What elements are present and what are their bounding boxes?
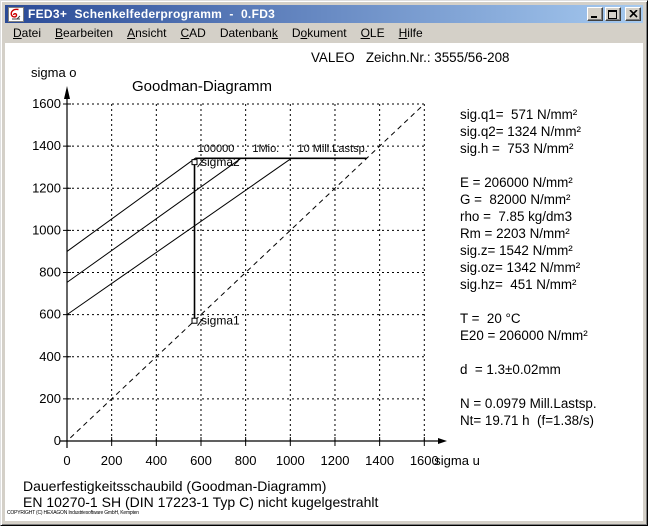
annotation-10 Mill.Lastsp.: 10 Mill.Lastsp. [297,143,367,155]
y-tick-label-800: 800 [39,265,61,280]
maximize-button[interactable] [605,7,621,21]
series-goodman-line-100000 [66,157,196,252]
result-group: E = 206000 N/mm² G = 82000 N/mm² rho = 7.8… [460,174,597,293]
result-line: G = 82000 N/mm² [460,192,571,207]
result-line: sig.hz= 451 N/mm² [460,277,577,292]
series-goodman-line-10mill [66,157,292,316]
annotation-100000: 100000 [198,143,235,155]
copyright-watermark: COPYRIGHT (C) HEXAGON Industriesoftware … [7,510,139,516]
menu-item-bearbeiten[interactable]: Bearbeiten [55,26,114,40]
x-tick-label-400: 400 [145,453,167,468]
series-goodman-line-1mio [66,157,242,283]
x-axis-label: sigma u [434,453,480,468]
spring-glyph [10,8,19,18]
y-tick-label-0: 0 [54,433,61,448]
menu-item-hilfe[interactable]: Hilfe [398,26,423,40]
chart-caption: Dauerfestigkeitsschaubild (Goodman-Diagr… [23,478,327,494]
result-group: sig.q1= 571 N/mm² sig.q2= 1324 N/mm² sig.h… [460,106,597,157]
result-group: d = 1.3±0.02mm [460,361,597,378]
result-line: T = 20 °C [460,311,521,326]
x-tick-label-0: 0 [63,453,70,468]
leader-sigma2 [197,158,204,168]
result-line: N = 0.0979 Mill.Lastsp. [460,396,597,411]
y-tick-label-1600: 1600 [32,96,61,111]
result-line: Rm = 2203 N/mm² [460,226,570,241]
x-tick-label-600: 600 [190,453,212,468]
result-line: sig.q1= 571 N/mm² [460,107,578,122]
marker-stress-range-line-1 [191,159,198,166]
y-axis-arrow [64,86,70,99]
close-button[interactable] [625,7,641,21]
goodman-chart: 0 200 400 600 800 1000 1200 1400 1600 0 200 400 600 8… [31,65,480,468]
chart-title: Goodman-Diagramm [132,78,272,95]
x-tick-label-1000: 1000 [276,453,305,468]
annotation-1Mio.: 1Mio. [252,143,279,155]
y-tick-label-600: 600 [39,307,61,322]
spring-leg-glyph [12,15,21,19]
menu-item-ansicht[interactable]: Ansicht [127,26,167,40]
x-tick-label-200: 200 [101,453,123,468]
marker-stress-range-line-0 [191,317,198,324]
x-tick-label-1400: 1400 [365,453,394,468]
annotation-sigma2: sigma2 [201,155,240,169]
minimize-icon [591,15,597,18]
title-bar[interactable]: FED3+ Schenkelfederprogramm - 0.FD3 [5,5,643,23]
app-icon[interactable] [8,6,24,22]
leader-sigma1 [197,317,204,327]
x-tick-label-1600: 1600 [410,453,439,468]
result-line: Nt= 19.71 h (f=1.38/s) [460,413,594,428]
close-icon [628,10,638,18]
drawing-header: VALEO Zeichn.Nr.: 3555/56-208 [311,50,510,65]
client-area: 0 200 400 600 800 1000 1200 1400 1600 0 200 400 600 8… [5,43,643,521]
x-tick-label-1200: 1200 [321,453,350,468]
result-line: rho = 7.85 kg/dm3 [460,209,573,224]
result-line: sig.oz= 1342 N/mm² [460,260,581,275]
menu-item-cad[interactable]: CAD [180,26,206,40]
result-group: T = 20 °C E20 = 206000 N/mm² [460,310,597,344]
y-axis-label: sigma o [31,65,77,80]
result-line: sig.z= 1542 N/mm² [460,243,573,258]
minimize-button[interactable] [587,7,603,21]
series-mean-stress-diagonal [70,105,423,439]
material-spec: EN 10270-1 SH (DIN 17223-1 Typ C) nicht … [23,494,379,510]
x-axis-arrow [438,438,447,444]
result-line: E = 206000 N/mm² [460,175,573,190]
menu-item-ole[interactable]: OLE [360,26,385,40]
menu-item-datei[interactable]: Datei [13,26,42,40]
result-line: d = 1.3±0.02mm [460,362,561,377]
maximize-icon [608,9,617,19]
menu-item-dokument[interactable]: Dokument [291,26,347,40]
y-tick-label-200: 200 [39,391,61,406]
menu-bar: Datei Bearbeiten Ansicht CAD Datenbank Dokume… [5,24,643,42]
result-line: sig.h = 753 N/mm² [460,141,574,156]
y-tick-label-1200: 1200 [32,180,61,195]
window-title: FED3+ Schenkelfederprogramm - 0.FD3 [28,7,276,21]
result-line: E20 = 206000 N/mm² [460,328,588,343]
results-panel: sig.q1= 571 N/mm² sig.q2= 1324 N/mm² sig.h… [460,106,597,446]
menu-item-datenbank[interactable]: Datenbank [219,26,278,40]
y-tick-label-400: 400 [39,349,61,364]
result-line: sig.q2= 1324 N/mm² [460,124,581,139]
x-tick-label-800: 800 [235,453,257,468]
y-tick-label-1400: 1400 [32,138,61,153]
annotation-sigma1: sigma1 [201,314,240,328]
result-group: N = 0.0979 Mill.Lastsp. Nt= 19.71 h (f=1.… [460,395,597,429]
y-tick-label-1000: 1000 [32,222,61,237]
